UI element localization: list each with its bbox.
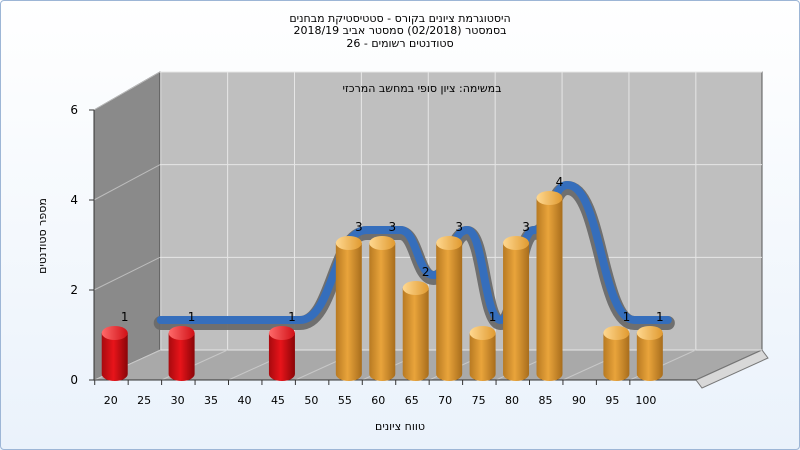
y-tick-label: 2: [70, 283, 78, 297]
bar-top: [101, 326, 128, 340]
bar-body: [503, 243, 530, 381]
bar-60: 3: [369, 220, 396, 381]
bar-top: [603, 326, 630, 340]
chart-title-line-2: בסמסטר (02/2018) סמסטר אביב 2018/19: [293, 24, 507, 37]
bar-100: 1: [636, 310, 664, 381]
chart-subtitle: במשימה: ציון סופי במחשב המרכזי: [342, 82, 501, 95]
bar-top: [536, 191, 563, 205]
data-label: 1: [121, 310, 129, 324]
bar-body: [603, 333, 630, 381]
x-tick-label: 90: [572, 394, 586, 407]
x-tick-label: 25: [137, 394, 151, 407]
y-tick-label: 6: [70, 103, 78, 117]
bar-top: [335, 236, 362, 250]
floor-edge: [695, 349, 769, 389]
data-label: 1: [188, 310, 196, 324]
x-tick-label: 95: [605, 394, 619, 407]
x-tick-label: 35: [204, 394, 218, 407]
y-tick-label: 4: [70, 193, 78, 207]
data-label: 3: [388, 220, 396, 234]
bar-70: 3: [436, 220, 463, 381]
data-label: 1: [623, 310, 631, 324]
x-tick-label: 30: [171, 394, 185, 407]
bar-body: [636, 333, 663, 381]
bar-body: [168, 333, 195, 381]
bar-top: [168, 326, 195, 340]
y-gridline-side: [93, 164, 161, 201]
bar-top: [369, 236, 396, 250]
x-tick-label: 45: [271, 394, 285, 407]
bar-95: 1: [603, 310, 630, 381]
bar-top: [268, 326, 295, 340]
y-gridline-side: [93, 256, 161, 291]
bar-45: 1: [268, 310, 296, 381]
x-tick-label: 80: [505, 394, 519, 407]
x-tick-label: 55: [338, 394, 352, 407]
bar-body: [469, 333, 496, 381]
bar-top: [402, 281, 429, 295]
bar-body: [402, 288, 429, 381]
bar-30: 1: [168, 310, 196, 381]
y-tick-label: 0: [70, 373, 78, 387]
x-tick-label: 20: [104, 394, 118, 407]
bar-55: 3: [335, 220, 363, 381]
data-label: 3: [355, 220, 363, 234]
x-tick-label: 40: [238, 394, 252, 407]
bar-20: 1: [101, 310, 129, 381]
x-axis-label: טווח ציונים: [375, 420, 425, 433]
data-label: 3: [522, 220, 530, 234]
x-tick-label: 100: [635, 394, 656, 407]
bar-75: 1: [469, 310, 497, 381]
data-label: 1: [656, 310, 664, 324]
chart-title-line-3: סטודנטים רשומים - 26: [346, 37, 454, 50]
bar-80: 3: [503, 220, 530, 381]
bar-65: 2: [402, 265, 430, 381]
x-tick-label: 75: [472, 394, 486, 407]
data-label: 2: [422, 265, 430, 279]
trend-ribbon: [156, 181, 672, 325]
bar-body: [536, 198, 563, 381]
bar-body: [436, 243, 463, 381]
bar-top: [503, 236, 530, 250]
bar-body: [335, 243, 362, 381]
x-tick-label: 65: [405, 394, 419, 407]
y-gridline-side: [93, 71, 161, 111]
bar-top: [636, 326, 663, 340]
bar-body: [101, 333, 128, 381]
bar-top: [436, 236, 463, 250]
x-tick-label: 50: [304, 394, 318, 407]
chart-title-line-1: היסטוגרמת ציונים בקורס - סטטיסטיקת מבחני…: [289, 12, 511, 25]
bar-body: [369, 243, 396, 381]
data-label: 3: [455, 220, 463, 234]
data-label: 4: [556, 175, 564, 189]
x-tick-label: 60: [371, 394, 385, 407]
x-tick-label: 70: [438, 394, 452, 407]
data-label: 1: [288, 310, 296, 324]
bar-85: 4: [536, 175, 564, 381]
y-axis-label: מספר סטודנטים: [36, 198, 49, 274]
bar-body: [268, 333, 295, 381]
x-tick-label: 85: [539, 394, 553, 407]
data-label: 1: [489, 310, 497, 324]
bar-top: [469, 326, 496, 340]
